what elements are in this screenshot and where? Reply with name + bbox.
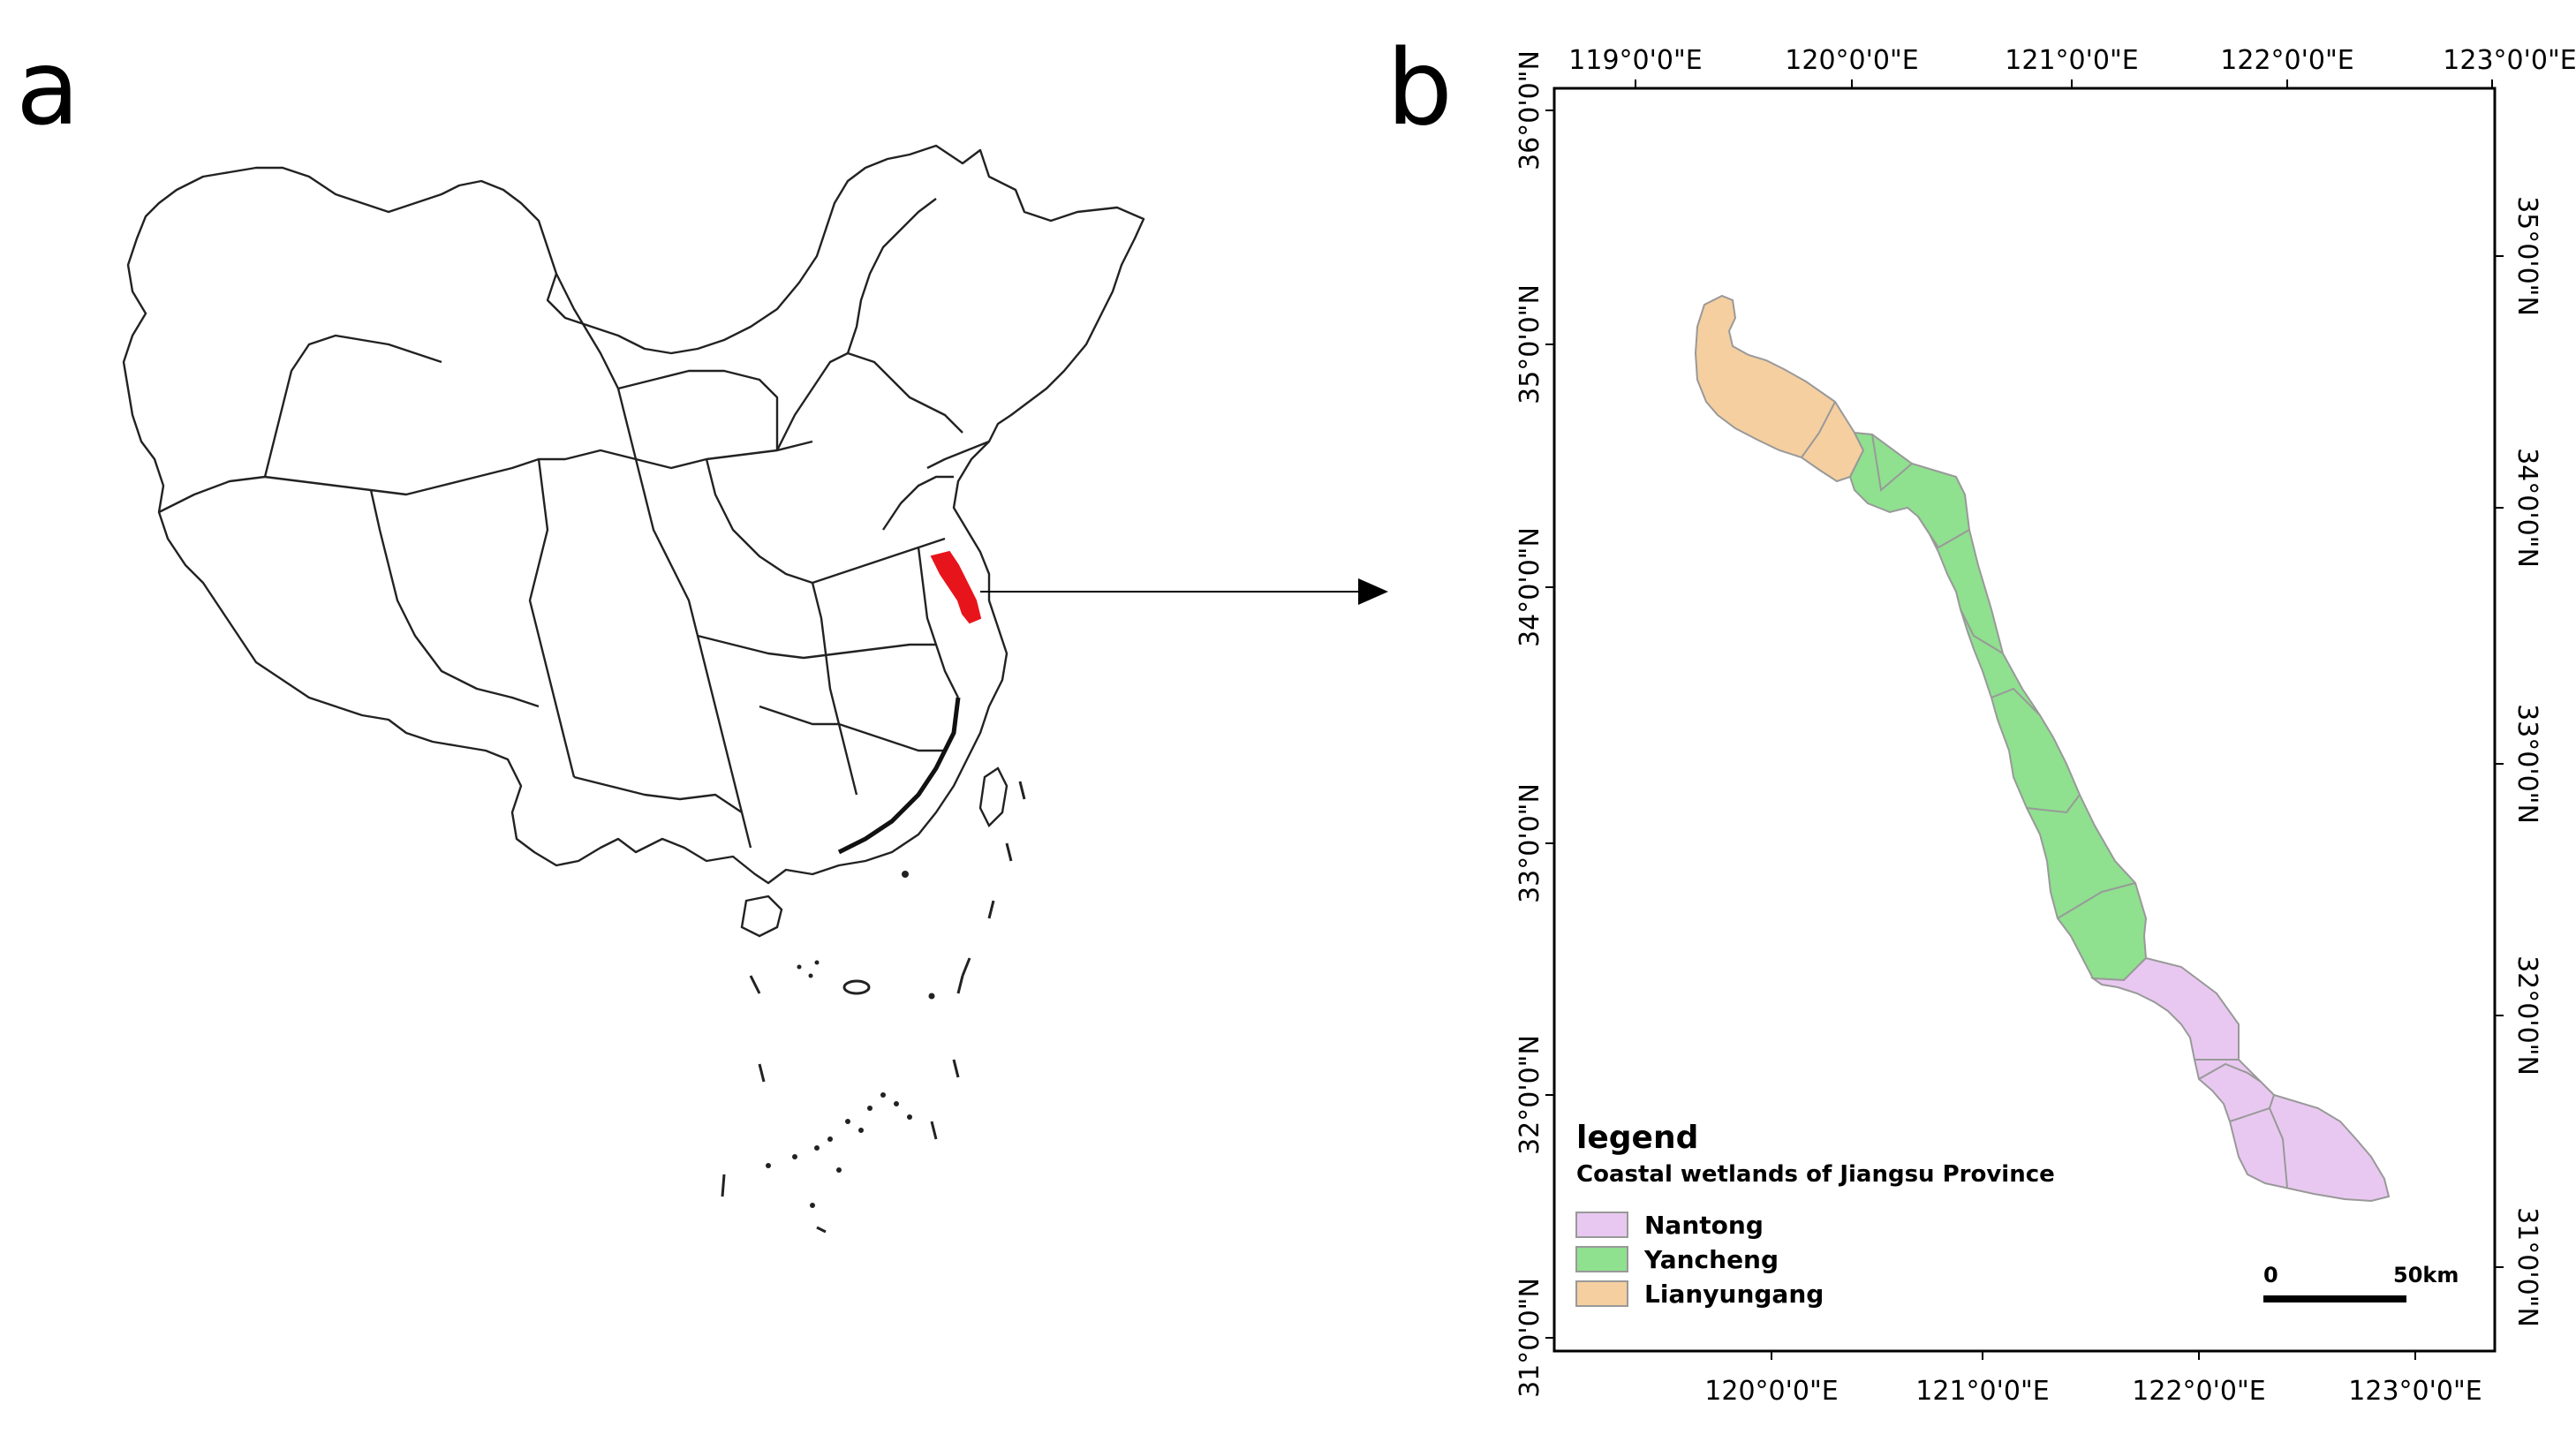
bottom-tick-label: 122°0'0"E bbox=[2132, 1376, 2265, 1407]
top-tick-label: 123°0'0"E bbox=[2443, 45, 2576, 76]
legend-title: legend bbox=[1576, 1120, 1698, 1156]
left-tick-label: 31°0'0"N bbox=[1515, 1278, 1545, 1398]
left-tick-label: 34°0'0"N bbox=[1515, 527, 1545, 647]
left-tick-label: 33°0'0"N bbox=[1515, 783, 1545, 903]
top-tick-label: 122°0'0"E bbox=[2220, 45, 2353, 76]
top-tick-label: 119°0'0"E bbox=[1568, 45, 1702, 76]
legend-swatch-nantong bbox=[1575, 1212, 1628, 1238]
left-tick-label: 35°0'0"N bbox=[1515, 284, 1545, 404]
scale-bar: 0 50km bbox=[2263, 1263, 2459, 1302]
map-legend: legend Coastal wetlands of Jiangsu Provi… bbox=[1575, 1120, 2055, 1309]
bottom-tick-label: 120°0'0"E bbox=[1704, 1376, 1838, 1407]
right-tick-label: 34°0'0"N bbox=[2512, 448, 2542, 568]
panel-a-label: a bbox=[16, 26, 80, 148]
right-tick-label: 32°0'0"N bbox=[2512, 955, 2542, 1076]
scale-start-label: 0 bbox=[2263, 1263, 2278, 1287]
top-tick-label: 121°0'0"E bbox=[2005, 45, 2138, 76]
bottom-tick-label: 121°0'0"E bbox=[1915, 1376, 2049, 1407]
right-tick-label: 35°0'0"N bbox=[2512, 196, 2542, 316]
nantong-region bbox=[2089, 956, 2391, 1203]
legend-item: Nantong bbox=[1644, 1211, 1764, 1240]
legend-swatch-yancheng bbox=[1575, 1246, 1628, 1272]
bottom-tick-label: 123°0'0"E bbox=[2348, 1376, 2482, 1407]
legend-subtitle: Coastal wetlands of Jiangsu Province bbox=[1576, 1161, 2055, 1188]
legend-item: Lianyungang bbox=[1644, 1280, 1824, 1309]
scale-end-label: 50km bbox=[2393, 1263, 2459, 1287]
legend-item: Yancheng bbox=[1643, 1245, 1779, 1274]
legend-swatch-lianyungang bbox=[1575, 1280, 1628, 1307]
top-tick-label: 120°0'0"E bbox=[1785, 45, 1918, 76]
left-tick-label: 36°0'0"N bbox=[1515, 50, 1545, 170]
scale-bar-line bbox=[2263, 1295, 2406, 1302]
panel-b-label: b bbox=[1386, 26, 1453, 148]
right-tick-label: 31°0'0"N bbox=[2512, 1207, 2542, 1327]
right-tick-label: 33°0'0"N bbox=[2512, 704, 2542, 824]
left-tick-label: 32°0'0"N bbox=[1515, 1035, 1545, 1155]
